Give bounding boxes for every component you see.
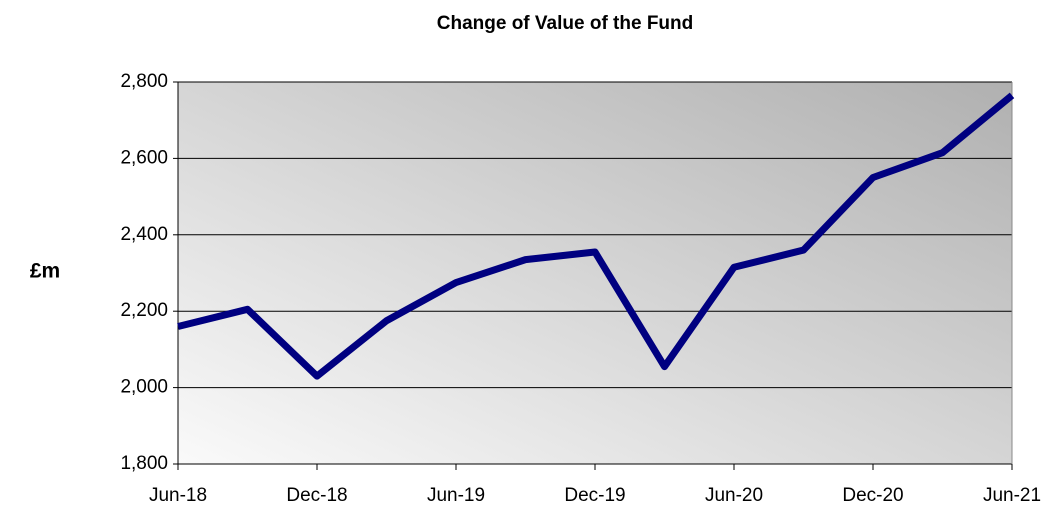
y-tick-label: 2,600	[120, 147, 168, 168]
y-axis-label: £m	[30, 260, 60, 283]
data-line	[177, 92, 1015, 380]
x-tick-label: Jun-20	[705, 485, 763, 506]
x-tick-label: Jun-19	[427, 485, 485, 506]
y-tick-label: 1,800	[120, 453, 168, 474]
y-tick-label: 2,800	[120, 71, 168, 92]
x-tick-label: Dec-18	[286, 485, 347, 506]
x-tick-label: Jun-18	[149, 485, 207, 506]
x-tick-label: Dec-20	[842, 485, 903, 506]
x-tick-label: Dec-19	[564, 485, 625, 506]
y-tick-label: 2,000	[120, 377, 168, 398]
chart-title: Change of Value of the Fund	[437, 13, 694, 34]
y-tick-label: 2,200	[120, 300, 168, 321]
plot-area	[178, 82, 1012, 464]
y-tick-label: 2,400	[120, 224, 168, 245]
x-tick-label: Jun-21	[983, 485, 1041, 506]
